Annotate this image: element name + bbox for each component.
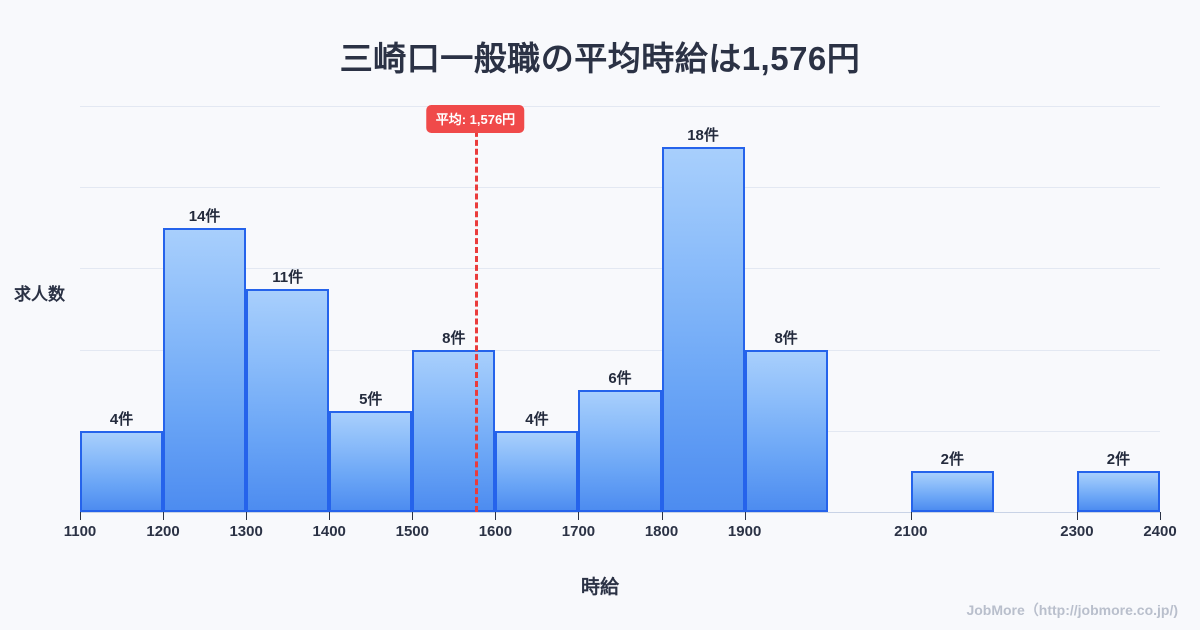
bar[interactable] <box>910 471 994 512</box>
gridline <box>80 349 1160 351</box>
bar[interactable] <box>1076 471 1160 512</box>
x-axis-tick <box>329 512 331 520</box>
bar-value-label: 8件 <box>442 329 466 347</box>
x-axis-tick-label: 1600 <box>478 523 513 540</box>
x-axis-tick-label: 1400 <box>312 523 346 540</box>
bar-value-label: 6件 <box>608 370 632 388</box>
bar-value-label: 5件 <box>359 390 383 408</box>
x-axis-tick <box>744 512 746 520</box>
bar[interactable] <box>329 410 413 512</box>
x-axis-tick-label: 2400 <box>1143 523 1177 540</box>
gridline <box>80 106 1160 108</box>
x-axis-tick <box>661 512 663 520</box>
bar[interactable] <box>661 146 745 512</box>
bar-value-label: 2件 <box>1106 451 1131 469</box>
bar-value-label: 8件 <box>774 329 798 347</box>
bar[interactable] <box>80 430 164 512</box>
bar[interactable] <box>163 227 247 512</box>
x-axis-tick <box>246 512 248 520</box>
average-line <box>475 122 479 512</box>
bar-value-label: 18件 <box>687 126 719 144</box>
bar[interactable] <box>744 349 828 512</box>
gridline <box>80 187 1160 189</box>
x-axis-tick <box>412 512 414 520</box>
watermark: JobMore（http://jobmore.co.jp/) <box>966 602 1178 618</box>
plot-area <box>80 100 1160 512</box>
bar-value-label: 14件 <box>188 207 221 225</box>
x-axis-tick-label: 1800 <box>644 523 679 540</box>
x-axis-tick <box>495 512 497 520</box>
x-axis-tick-label: 2300 <box>1060 523 1094 540</box>
x-axis-tick <box>80 512 81 520</box>
bar-value-label: 11件 <box>272 268 304 286</box>
bar[interactable] <box>495 430 579 512</box>
x-axis-tick-label: 1700 <box>561 523 596 540</box>
x-axis-tick-label: 2100 <box>894 523 928 540</box>
x-axis-tick-label: 1300 <box>229 523 263 540</box>
x-axis-tick <box>578 512 580 520</box>
gridline <box>80 268 1160 270</box>
x-axis-tick <box>1160 512 1161 520</box>
x-axis-tick <box>163 512 165 520</box>
x-axis-tick-label: 1200 <box>146 523 180 540</box>
bar-value-label: 2件 <box>940 451 964 469</box>
x-axis-tick-label: 1900 <box>727 523 762 540</box>
x-axis-tick-label: 1500 <box>395 523 429 540</box>
x-axis-tick <box>1076 512 1078 520</box>
x-axis-line <box>80 512 1160 513</box>
bar-value-label: 4件 <box>109 410 134 428</box>
average-badge: 平均: 1,576円 <box>426 105 525 133</box>
bar[interactable] <box>246 288 330 512</box>
y-axis-title: 求人数 <box>14 285 65 304</box>
bar-value-label: 4件 <box>525 410 549 428</box>
x-axis-tick-label: 1100 <box>63 523 97 540</box>
bar[interactable] <box>412 349 496 512</box>
bar[interactable] <box>578 390 662 512</box>
x-axis-tick <box>910 512 912 520</box>
page-title: 三崎口一般職の平均時給は1,576円 <box>339 40 861 77</box>
x-axis-title: 時給 <box>580 577 619 598</box>
